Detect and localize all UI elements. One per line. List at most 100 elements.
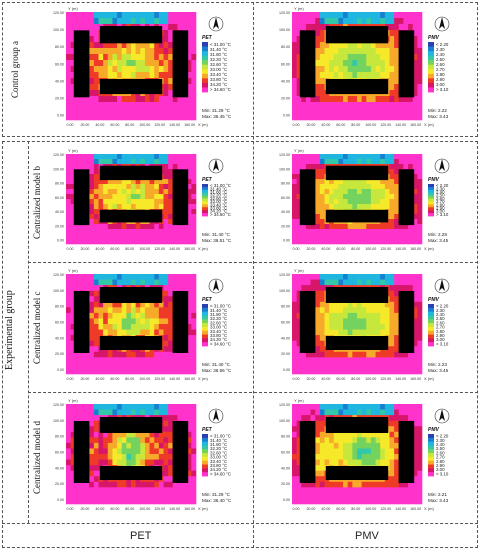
heat-cell (324, 498, 330, 505)
heat-cell (380, 368, 386, 375)
heat-cell (144, 199, 150, 205)
heat-cell (98, 362, 104, 369)
heat-cell (186, 96, 192, 103)
heat-cell (163, 239, 169, 245)
heat-cell (384, 301, 390, 308)
heat-cell (301, 24, 307, 31)
heat-cell (301, 492, 307, 499)
heat-cell (135, 362, 141, 369)
heat-cell (296, 498, 302, 505)
heat-cell (66, 179, 71, 185)
heat-cell (172, 409, 178, 416)
heat-cell (126, 72, 132, 79)
row-divider-c (28, 392, 478, 393)
heat-cell (103, 448, 109, 455)
legend-swatch (202, 78, 208, 84)
heat-cell (186, 492, 192, 499)
heat-cell (394, 415, 400, 421)
heat-cell (357, 66, 362, 73)
heat-cell (163, 307, 169, 314)
legend-swatch (202, 334, 208, 339)
heat-cell (168, 426, 174, 433)
heat-cell (182, 154, 188, 160)
heat-cell (117, 368, 123, 375)
legend-swatch (428, 204, 434, 208)
heat-cell (375, 312, 381, 319)
heat-cell (98, 18, 104, 25)
legend-tick-label: 2.80 (436, 329, 445, 334)
heat-cell (98, 159, 104, 165)
heat-cell (296, 60, 302, 67)
heat-cell (107, 487, 113, 494)
heat-cell (329, 481, 335, 488)
heat-cell (408, 239, 414, 245)
heat-cell (324, 448, 330, 455)
heat-cell (98, 60, 104, 67)
heat-cell (347, 66, 353, 73)
heat-cell (186, 229, 192, 235)
heat-cell (126, 114, 132, 121)
heat-cell (182, 351, 188, 358)
heat-cell (186, 90, 192, 97)
heat-cell (403, 114, 409, 121)
heat-cell (408, 357, 414, 364)
heat-cell (191, 204, 197, 210)
heat-cell (347, 459, 353, 466)
heat-cell (131, 199, 136, 205)
heat-cell (117, 442, 123, 449)
heat-cell (292, 174, 297, 180)
heat-cell (84, 351, 90, 358)
heat-cell (140, 204, 146, 210)
heat-cell (394, 437, 400, 444)
heat-cell (417, 362, 423, 369)
heat-cell (131, 409, 136, 416)
heat-cell (163, 324, 169, 330)
heat-cell (324, 324, 330, 330)
heat-cell (186, 199, 192, 205)
heat-cell (292, 351, 297, 358)
legend-swatch (202, 64, 208, 70)
heat-cell (305, 481, 311, 488)
heat-cell (319, 470, 325, 477)
heat-cell (163, 351, 169, 358)
heat-cell (417, 442, 423, 449)
heat-cell (408, 404, 414, 410)
heat-cell (89, 470, 95, 477)
heat-cell (98, 108, 104, 115)
heat-cell (70, 296, 76, 303)
heat-cell (292, 96, 297, 103)
heat-cell (103, 204, 109, 210)
heat-cell (144, 184, 150, 190)
heat-cell (89, 274, 95, 280)
heat-cell (191, 470, 197, 477)
heat-cell (319, 437, 325, 444)
heat-cell (168, 459, 174, 466)
heat-cell (70, 90, 76, 97)
heat-cell (66, 481, 71, 488)
heat-cell (121, 324, 127, 330)
legend-swatch (428, 445, 434, 450)
heat-cell (75, 102, 81, 109)
heat-cell (366, 12, 372, 19)
heat-cell (98, 307, 104, 314)
heat-cell (126, 108, 132, 115)
heat-cell (324, 154, 330, 160)
heat-cell (66, 194, 71, 200)
heat-cell (380, 159, 386, 165)
heat-cell (70, 199, 76, 205)
heat-cell (66, 209, 71, 215)
heat-cell (163, 335, 169, 341)
heat-cell (305, 279, 311, 286)
heat-cell (375, 362, 381, 369)
heat-cell (389, 290, 395, 297)
heat-cell (380, 179, 386, 185)
heat-cell (168, 285, 174, 291)
heat-cell (412, 219, 418, 225)
heat-cell (319, 224, 325, 230)
heat-cell (75, 164, 81, 170)
heat-cell (296, 312, 302, 319)
heat-cell (75, 498, 81, 505)
heat-cell (343, 42, 349, 49)
heat-cell (186, 78, 192, 85)
heat-cell (315, 214, 321, 220)
